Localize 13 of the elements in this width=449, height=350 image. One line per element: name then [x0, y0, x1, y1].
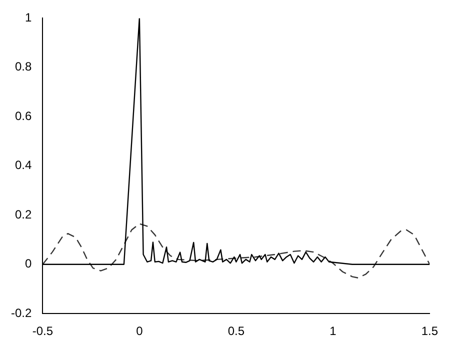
x-tick-label: -0.5: [32, 324, 54, 338]
y-tick-label: 0.8: [14, 60, 32, 74]
x-tick-label: 0.5: [228, 324, 245, 338]
line-series: [42, 223, 430, 279]
x-tick-label: 1: [330, 324, 337, 338]
y-tick-label: -0.2: [10, 306, 32, 320]
y-tick-label: 1: [24, 10, 32, 25]
y-tick-label: 0.6: [14, 108, 32, 123]
x-tick-label: 1.5: [421, 324, 438, 338]
y-tick-label: 0.2: [14, 207, 32, 222]
x-tick-label: 0: [136, 324, 144, 338]
y-tick-label: 0.4: [14, 158, 32, 172]
y-tick-label: 0: [24, 256, 32, 271]
